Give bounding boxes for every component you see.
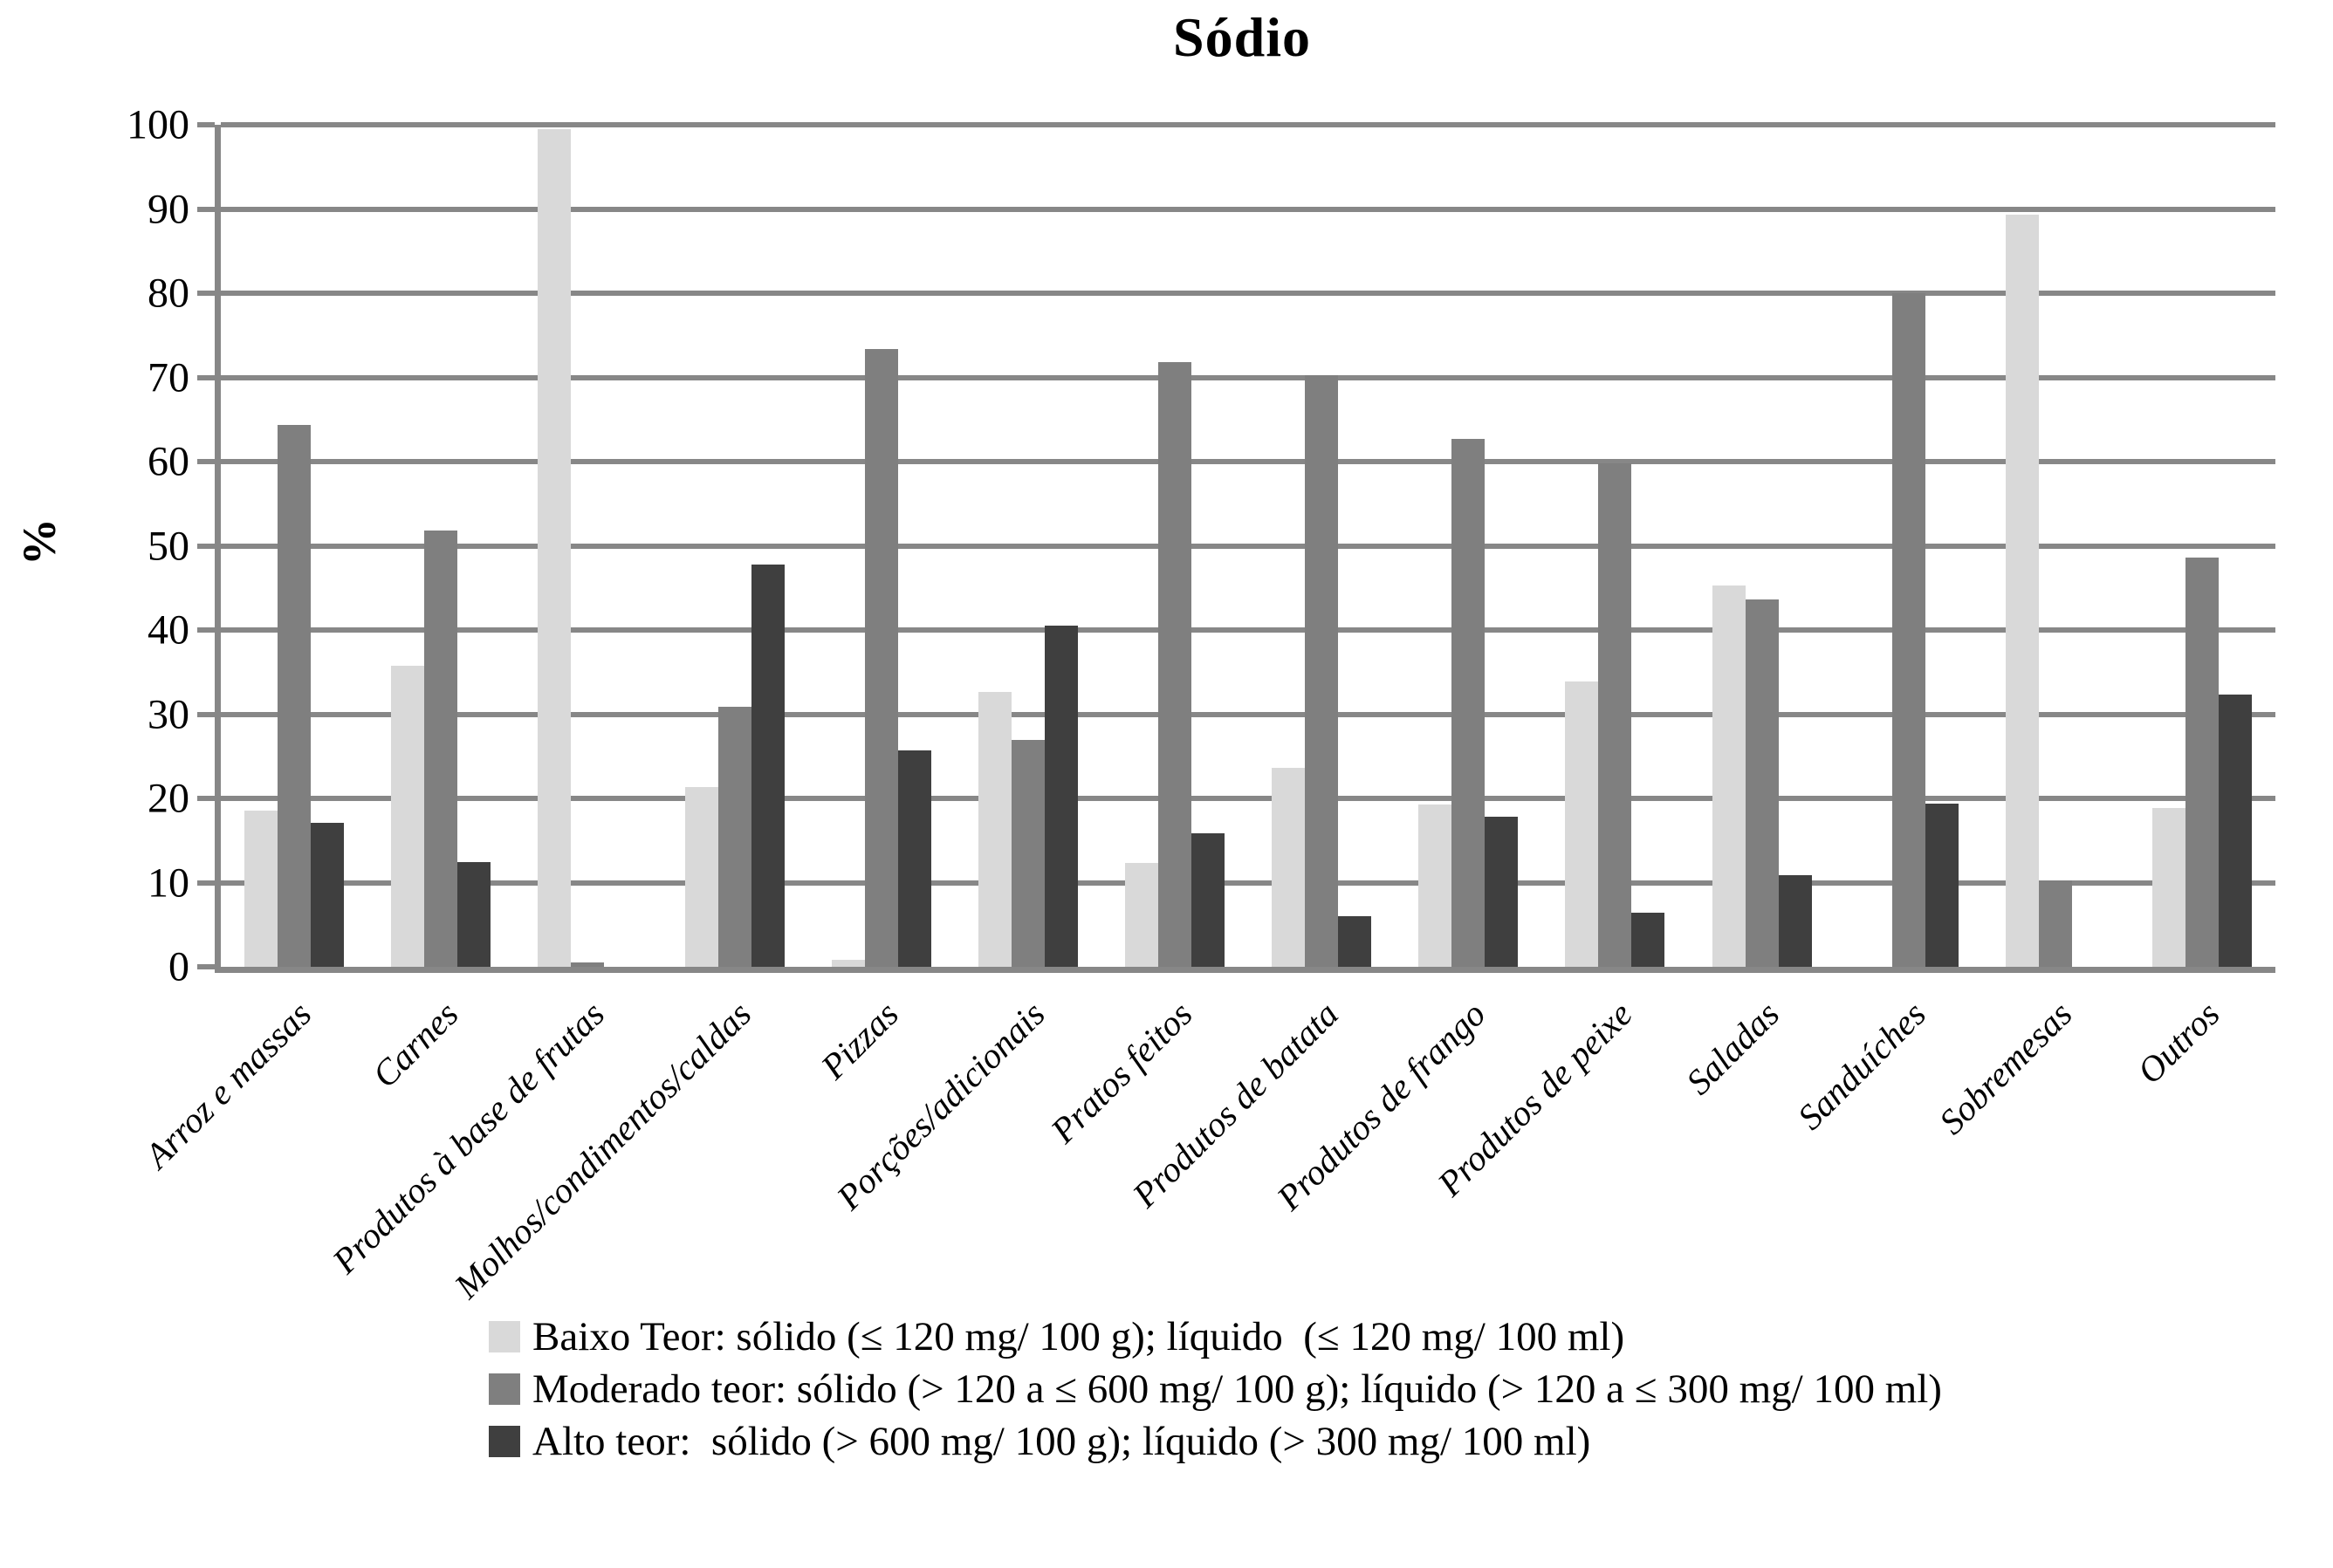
bar xyxy=(571,962,605,967)
y-axis-title: % xyxy=(13,518,65,565)
gridline-60 xyxy=(221,459,2275,464)
chart-title: Sódio xyxy=(1173,6,1311,68)
legend-label: Alto teor: sólido (> 600 mg/ 100 g); líq… xyxy=(532,1419,1591,1464)
y-tick-label-10: 10 xyxy=(148,859,189,906)
bar xyxy=(2151,807,2185,967)
bar xyxy=(391,665,425,967)
legend-label: Moderado teor: sólido (> 120 a ≤ 600 mg/… xyxy=(532,1366,1942,1412)
y-axis-tick xyxy=(197,543,215,549)
bar xyxy=(278,424,312,967)
gridline-50 xyxy=(221,543,2275,549)
bar xyxy=(1011,740,1045,967)
bar xyxy=(1565,681,1599,967)
y-tick-label-60: 60 xyxy=(148,438,189,485)
y-axis-tick xyxy=(197,122,215,127)
gridline-80 xyxy=(221,291,2275,296)
gridline-30 xyxy=(221,711,2275,717)
plot-area: 0 10 20 30 40 50 60 70 80 90 100 Arroz e massas Carn… xyxy=(127,102,2275,1306)
bar xyxy=(1418,804,1452,967)
bar xyxy=(1305,374,1339,967)
legend-label: Baixo Teor: sólido (≤ 120 mg/ 100 g); lí… xyxy=(532,1314,1625,1359)
y-axis-tick xyxy=(197,711,215,717)
bar xyxy=(1891,293,1925,967)
x-tick-label: Outros xyxy=(2129,993,2227,1092)
gridline-40 xyxy=(221,627,2275,633)
bar xyxy=(1745,599,1779,967)
y-axis-tick xyxy=(197,627,215,633)
x-tick-label: Carnes xyxy=(364,993,466,1096)
legend-swatch-icon xyxy=(489,1321,520,1352)
legend: Baixo Teor: sólido (≤ 120 mg/ 100 g); lí… xyxy=(489,1313,1942,1465)
bar xyxy=(1124,863,1158,967)
bar xyxy=(1925,803,1959,967)
bar xyxy=(538,128,572,967)
bar xyxy=(424,531,458,967)
y-tick-label-20: 20 xyxy=(148,775,189,822)
x-tick-label: Produtos à base de frutas xyxy=(325,993,613,1282)
bar xyxy=(1338,916,1372,967)
bar xyxy=(864,348,898,967)
bar xyxy=(2185,558,2219,967)
x-tick-label: Sanduíches xyxy=(1789,993,1933,1138)
bar xyxy=(2218,695,2252,967)
y-tick-label-100: 100 xyxy=(127,101,189,148)
y-tick-label-40: 40 xyxy=(148,606,189,654)
y-tick-label-50: 50 xyxy=(148,523,189,569)
bar xyxy=(244,811,278,967)
x-tick-label: Pizzas xyxy=(813,993,906,1087)
gridline-100 xyxy=(221,122,2275,127)
bar xyxy=(1712,585,1746,967)
y-tick-label-90: 90 xyxy=(148,186,189,232)
bar xyxy=(751,564,785,967)
bar xyxy=(897,750,931,967)
legend-swatch-icon xyxy=(489,1426,520,1457)
bar xyxy=(717,706,751,967)
x-tick-label: Saladas xyxy=(1678,993,1787,1103)
x-tick-label: Pratos feitos xyxy=(1042,993,1200,1151)
legend-row: Alto teor: sólido (> 600 mg/ 100 g); líq… xyxy=(489,1418,1942,1465)
y-axis-tick xyxy=(197,964,215,969)
x-tick-label: Molhos/condimentos/caldas xyxy=(446,993,759,1306)
bar xyxy=(2005,215,2039,967)
bar xyxy=(1598,462,1632,967)
bar xyxy=(1631,913,1665,967)
bar xyxy=(1272,768,1306,967)
y-axis-tick xyxy=(197,206,215,212)
bar xyxy=(978,692,1012,967)
x-tick-label: Arroz e massas xyxy=(136,993,319,1176)
bar xyxy=(831,960,865,967)
y-axis-tick xyxy=(197,796,215,801)
bar xyxy=(1044,626,1078,967)
y-axis-tick xyxy=(197,374,215,380)
legend-swatch-icon xyxy=(489,1373,520,1405)
legend-row: Moderado teor: sólido (> 120 a ≤ 600 mg/… xyxy=(489,1366,1942,1413)
y-axis-tick xyxy=(197,291,215,296)
gridline-70 xyxy=(221,374,2275,380)
y-axis-tick xyxy=(197,459,215,464)
bar xyxy=(457,862,491,967)
bar xyxy=(1451,438,1486,967)
y-tick-label-70: 70 xyxy=(148,354,189,401)
bar xyxy=(1485,817,1519,967)
y-tick-label-30: 30 xyxy=(148,691,189,737)
gridline-20 xyxy=(221,796,2275,801)
y-tick-label-80: 80 xyxy=(148,270,189,317)
y-axis-tick xyxy=(197,880,215,886)
bar xyxy=(1191,832,1225,967)
legend-row: Baixo Teor: sólido (≤ 120 mg/ 100 g); lí… xyxy=(489,1313,1942,1360)
bar xyxy=(2038,880,2072,967)
gridline-90 xyxy=(221,206,2275,212)
bar xyxy=(1778,874,1812,967)
gridline-10 xyxy=(221,880,2275,886)
x-tick-label: Sobremesas xyxy=(1932,993,2081,1142)
bar xyxy=(311,823,345,967)
bar xyxy=(1157,362,1191,967)
y-tick-label-0: 0 xyxy=(168,943,189,990)
bar xyxy=(684,787,718,967)
